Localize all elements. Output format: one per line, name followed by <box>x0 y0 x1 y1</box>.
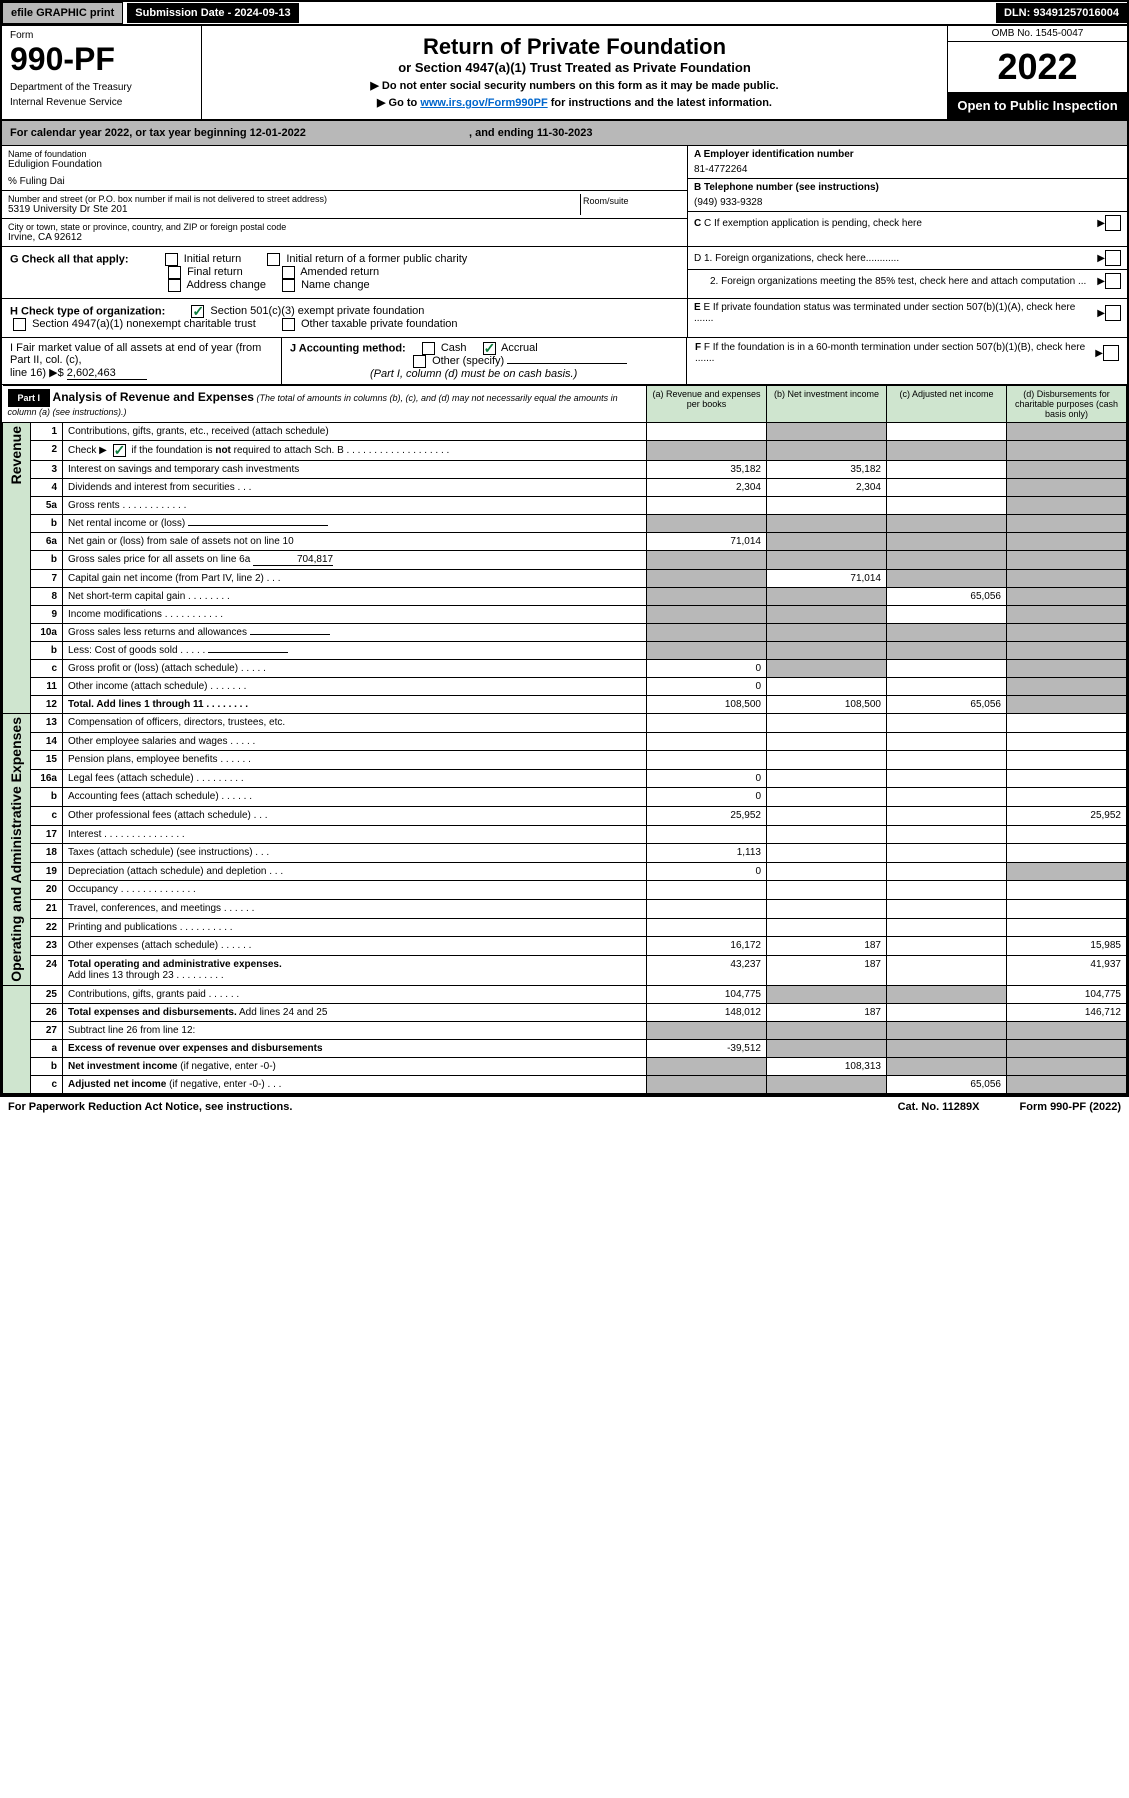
g-initial-public[interactable] <box>267 253 280 266</box>
omb-number: OMB No. 1545-0047 <box>948 26 1127 42</box>
ssn-warning: ▶ Do not enter social security numbers o… <box>210 79 939 92</box>
addr-label: Number and street (or P.O. box number if… <box>8 194 580 204</box>
room-label: Room/suite <box>581 194 681 215</box>
h-4947[interactable] <box>13 318 26 331</box>
form-subtitle: or Section 4947(a)(1) Trust Treated as P… <box>210 60 939 75</box>
h-501c3[interactable] <box>191 305 204 318</box>
j-note: (Part I, column (d) must be on cash basi… <box>370 368 577 380</box>
irs-link[interactable]: www.irs.gov/Form990PF <box>420 97 547 109</box>
arrow-icon: ▶ <box>1097 253 1105 264</box>
d1-checkbox[interactable] <box>1105 250 1121 266</box>
ein-value: 81-4772264 <box>694 164 1121 175</box>
dln: DLN: 93491257016004 <box>996 3 1127 23</box>
arrow-icon: ▶ <box>1097 308 1105 319</box>
care-of: % Fuling Dai <box>8 176 681 187</box>
col-b-header: (b) Net investment income <box>767 386 887 423</box>
form-title: Return of Private Foundation <box>210 34 939 60</box>
g-amended[interactable] <box>282 266 295 279</box>
j-accrual[interactable] <box>483 342 496 355</box>
d2-checkbox[interactable] <box>1105 273 1121 289</box>
f-checkbox[interactable] <box>1103 345 1119 361</box>
i-line: line 16) ▶$ <box>10 367 64 379</box>
j-cash[interactable] <box>422 342 435 355</box>
tax-year: 2022 <box>948 42 1127 92</box>
col-a-header: (a) Revenue and expenses per books <box>647 386 767 423</box>
arrow-icon: ▶ <box>1097 218 1105 229</box>
ein-label: A Employer identification number <box>694 149 1121 160</box>
dept-treasury: Department of the Treasury <box>10 82 193 93</box>
i-label: I Fair market value of all assets at end… <box>10 342 273 366</box>
e-checkbox[interactable] <box>1105 305 1121 321</box>
j-other[interactable] <box>413 355 426 368</box>
paperwork-notice: For Paperwork Reduction Act Notice, see … <box>8 1101 292 1113</box>
form-number: 990-PF <box>10 41 193 78</box>
instructions-link-line: ▶ Go to www.irs.gov/Form990PF for instru… <box>210 96 939 109</box>
form-header: Form 990-PF Department of the Treasury I… <box>2 26 1127 121</box>
submission-date: Submission Date - 2024-09-13 <box>127 3 298 23</box>
efile-print-button[interactable]: efile GRAPHIC print <box>2 2 123 24</box>
form-word: Form <box>10 30 193 41</box>
top-bar: efile GRAPHIC print Submission Date - 20… <box>2 2 1127 26</box>
open-public: Open to Public Inspection <box>948 92 1127 119</box>
cal-end: , and ending 11-30-2023 <box>469 127 593 139</box>
h-other-taxable[interactable] <box>282 318 295 331</box>
dept-irs: Internal Revenue Service <box>10 97 193 108</box>
form-ref: Form 990-PF (2022) <box>1020 1101 1122 1113</box>
g-final[interactable] <box>168 266 181 279</box>
cal-begin: For calendar year 2022, or tax year begi… <box>10 127 306 139</box>
e-label: E E If private foundation status was ter… <box>694 302 1097 324</box>
part1-title: Analysis of Revenue and Expenses <box>53 390 254 404</box>
arrow-icon: ▶ <box>1095 348 1103 359</box>
g-name[interactable] <box>282 279 295 292</box>
page-footer: For Paperwork Reduction Act Notice, see … <box>0 1096 1129 1117</box>
name-label: Name of foundation <box>8 149 681 159</box>
g-initial-return[interactable] <box>165 253 178 266</box>
street-address: 5319 University Dr Ste 201 <box>8 204 580 215</box>
expenses-side-label: Operating and Administrative Expenses <box>8 717 24 982</box>
j-label: J Accounting method: <box>290 342 406 354</box>
arrow-icon: ▶ <box>1097 276 1105 287</box>
goto-post: for instructions and the latest informat… <box>548 97 772 109</box>
revenue-side-label: Revenue <box>8 426 24 484</box>
f-label: F F If the foundation is in a 60-month t… <box>695 342 1095 364</box>
c-exemption-label: C C If exemption application is pending,… <box>694 218 1097 229</box>
part1-table: Part I Analysis of Revenue and Expenses … <box>2 385 1127 1094</box>
g-address[interactable] <box>168 279 181 292</box>
phone-value: (949) 933-9328 <box>694 197 1121 208</box>
calendar-year-row: For calendar year 2022, or tax year begi… <box>2 121 1127 146</box>
goto-pre: ▶ Go to <box>377 97 420 109</box>
d2-label: 2. Foreign organizations meeting the 85%… <box>694 276 1097 287</box>
city-label: City or town, state or province, country… <box>8 222 681 232</box>
phone-label: B Telephone number (see instructions) <box>694 182 1121 193</box>
c-checkbox[interactable] <box>1105 215 1121 231</box>
city-value: Irvine, CA 92612 <box>8 232 681 243</box>
part1-label: Part I <box>8 389 51 407</box>
g-label: G Check all that apply: <box>10 253 129 265</box>
col-c-header: (c) Adjusted net income <box>887 386 1007 423</box>
cat-number: Cat. No. 11289X <box>898 1101 980 1113</box>
h-label: H Check type of organization: <box>10 305 165 317</box>
col-d-header: (d) Disbursements for charitable purpose… <box>1007 386 1127 423</box>
d1-label: D 1. Foreign organizations, check here..… <box>694 253 1097 264</box>
sch-b-checkbox[interactable] <box>113 444 126 457</box>
foundation-name: Eduligion Foundation <box>8 159 681 170</box>
i-value: 2,602,463 <box>67 367 147 380</box>
